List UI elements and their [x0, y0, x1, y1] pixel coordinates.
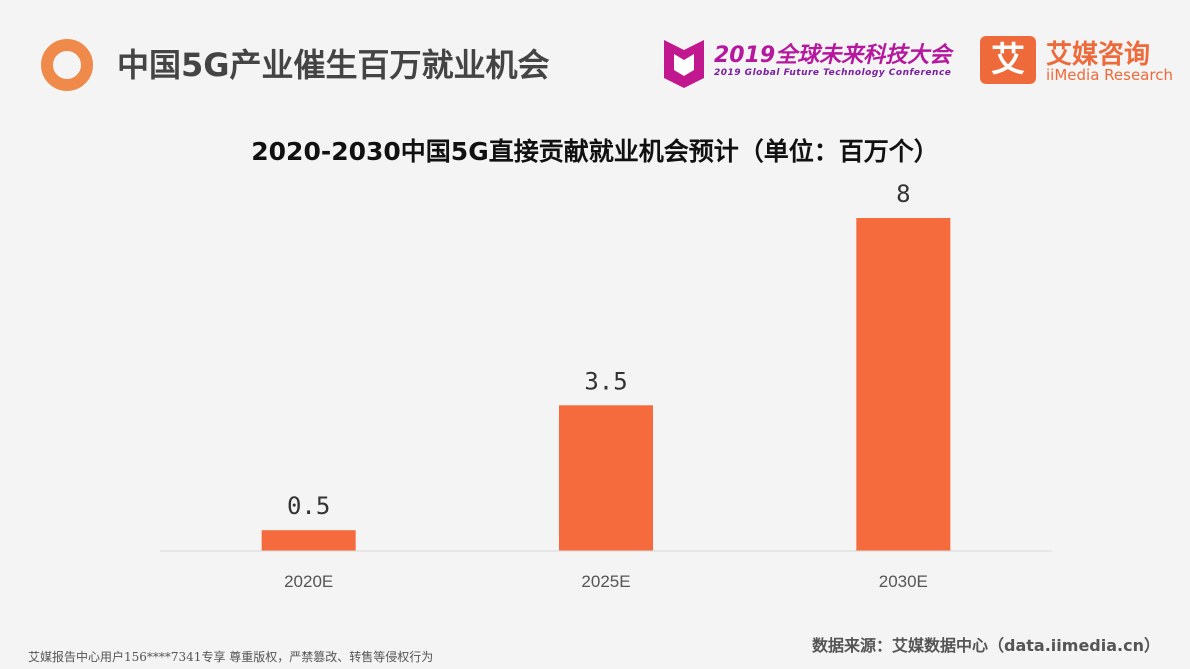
- x-tick-label-2020E: 2020E: [284, 572, 333, 591]
- copyright-notice: 艾媒报告中心用户156****7341专享 尊重版权，严禁篡改、转售等侵权行为: [28, 650, 434, 664]
- ring-logo-icon: [41, 39, 93, 91]
- conference-subtitle: 2019 Global Future Technology Conference: [714, 68, 952, 78]
- conference-title: 2019全球未来科技大会: [714, 43, 952, 68]
- page-title: 中国5G产业催生百万就业机会: [117, 46, 550, 84]
- bar-2020E: [261, 530, 356, 551]
- bar-2025E: [559, 405, 653, 551]
- data-label-2030E: 8: [896, 180, 910, 208]
- data-source: 数据来源：艾媒数据中心（data.iimedia.cn）: [812, 636, 1160, 655]
- bar-2030E: [856, 218, 951, 551]
- x-tick-label-2025E: 2025E: [581, 572, 630, 591]
- data-label-2025E: 3.5: [584, 367, 627, 395]
- brand-mark-logo: 艾: [980, 36, 1036, 84]
- brand-name-en: iiMedia Research: [1046, 66, 1173, 84]
- data-label-2020E: 0.5: [287, 492, 330, 520]
- chart-title: 2020-2030中国5G直接贡献就业机会预计（单位：百万个）: [251, 137, 939, 166]
- x-tick-label-2030E: 2030E: [879, 572, 928, 591]
- brand-name-cn: 艾媒咨询: [1046, 40, 1151, 70]
- conference-logo-icon: [664, 40, 704, 88]
